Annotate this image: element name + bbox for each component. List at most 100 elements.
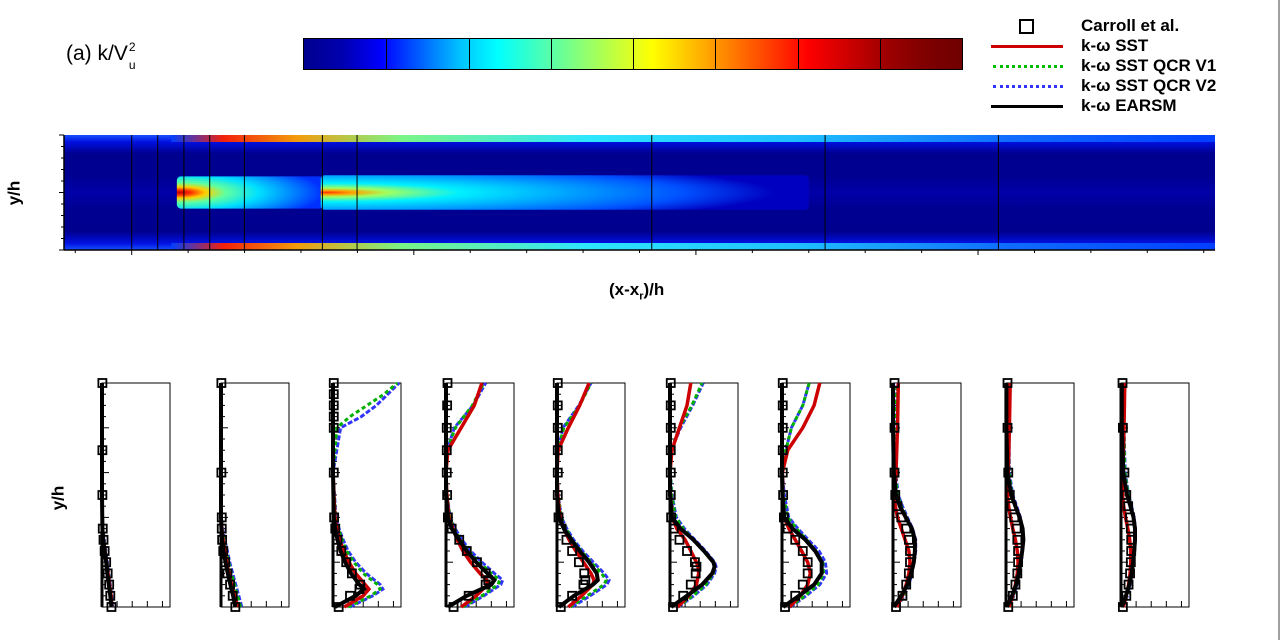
- legend-item: k-ω SST QCR V1: [985, 56, 1265, 76]
- carroll-marker: [461, 546, 472, 556]
- carroll-marker: [889, 378, 900, 388]
- legend-label: k-ω SST: [1081, 36, 1149, 55]
- carroll-marker: [454, 534, 465, 545]
- legend-item: k-ω SST: [985, 36, 1265, 56]
- carroll-marker: [905, 557, 915, 568]
- carroll-marker: [98, 534, 109, 545]
- qcr-v1-series: [331, 381, 399, 609]
- carroll-marker: [333, 602, 344, 612]
- profile-panel: [97, 378, 171, 612]
- carroll-marker: [782, 523, 793, 534]
- profile-panel: [328, 378, 402, 612]
- sst-series: [668, 382, 701, 609]
- carroll-marker: [1012, 534, 1023, 545]
- carroll-marker: [442, 512, 453, 523]
- carroll-marker: [1011, 523, 1022, 534]
- profile-panel: [552, 378, 626, 612]
- carroll-marker: [483, 575, 494, 586]
- carroll-marker: [1125, 512, 1135, 523]
- carroll-marker: [225, 579, 235, 590]
- contour-xlabel: (x-xr)/h: [609, 280, 664, 302]
- carroll-marker: [678, 590, 689, 601]
- panel-frame: [781, 382, 851, 608]
- title-superscript: 2: [128, 40, 136, 54]
- carroll-marker: [1012, 568, 1023, 579]
- carroll-marker: [1007, 590, 1018, 601]
- carroll-marker: [682, 546, 692, 556]
- legend-item: k-ω SST QCR V2: [985, 76, 1265, 96]
- carroll-marker: [1117, 602, 1128, 612]
- carroll-marker: [567, 546, 578, 556]
- carroll-marker: [802, 568, 813, 579]
- carroll-marker: [330, 523, 341, 534]
- carroll-marker: [690, 568, 701, 579]
- carroll-marker: [1003, 602, 1014, 612]
- contour-xlabel-main: (x-x: [609, 280, 640, 299]
- colorbar-divider: [468, 39, 470, 69]
- qcr-v1-series: [444, 382, 502, 609]
- carroll-marker: [901, 523, 912, 534]
- carroll-marker: [905, 546, 915, 556]
- jet-plume-1: [176, 176, 324, 209]
- colorbar: [303, 38, 963, 70]
- carroll-marker: [890, 490, 901, 500]
- contour-ylabel: y/h: [4, 180, 24, 206]
- carroll-marker: [1010, 579, 1021, 590]
- contour-xlabel-end: )/h: [643, 280, 665, 299]
- window-border: [1278, 0, 1280, 640]
- carroll-marker: [106, 602, 117, 612]
- profiles-ylabel: y/h: [48, 485, 68, 511]
- panel-frame: [101, 382, 171, 608]
- carroll-marker: [685, 579, 696, 590]
- carroll-marker: [446, 523, 457, 534]
- colorbar-divider: [879, 39, 881, 69]
- qcr-v2-series: [444, 382, 505, 609]
- carroll-marker: [346, 568, 357, 579]
- carroll-marker: [897, 590, 908, 601]
- carroll-marker: [355, 579, 366, 590]
- profile-panel: [1002, 378, 1075, 612]
- square-marker-icon: [1019, 19, 1034, 34]
- carroll-marker: [790, 590, 801, 601]
- carroll-marker: [463, 590, 474, 601]
- carroll-marker: [553, 512, 564, 523]
- carroll-marker: [102, 568, 113, 579]
- solid-line-icon: [991, 45, 1063, 48]
- legend-item: Carroll et al.: [985, 16, 1265, 36]
- carroll-marker: [1117, 378, 1128, 388]
- legend-label: k-ω SST QCR V2: [1081, 76, 1217, 95]
- carroll-marker: [674, 534, 685, 545]
- legend-item: k-ω EARSM: [985, 96, 1265, 116]
- carroll-marker: [230, 602, 241, 612]
- carroll-marker: [889, 422, 900, 433]
- carroll-marker: [336, 546, 347, 556]
- legend: Carroll et al. k-ω SST k-ω SST QCR V1 k-ω S…: [985, 16, 1265, 126]
- legend-label: Carroll et al.: [1081, 16, 1180, 35]
- carroll-marker: [1009, 512, 1020, 523]
- profile-panel: [665, 378, 739, 612]
- colorbar-divider: [550, 39, 552, 69]
- carroll-marker: [797, 546, 808, 556]
- carroll-marker: [889, 467, 900, 478]
- carroll-marker: [1002, 422, 1013, 433]
- upper-shear-layer: [171, 135, 1216, 142]
- carroll-marker: [1006, 501, 1017, 512]
- carroll-marker: [903, 568, 914, 579]
- carroll-marker: [1003, 467, 1014, 478]
- carroll-marker: [567, 590, 578, 601]
- carroll-marker: [345, 590, 355, 601]
- carroll-marker: [480, 568, 491, 579]
- profile-panel: [889, 378, 962, 612]
- panel-frame: [892, 382, 962, 608]
- carroll-marker: [218, 546, 229, 556]
- solid-line-icon: [991, 105, 1063, 108]
- carroll-marker: [227, 590, 238, 601]
- qcr-v1-series: [555, 382, 608, 609]
- carroll-marker: [1123, 501, 1134, 512]
- plot-title: (a) k/V 2 u: [66, 40, 138, 72]
- carroll-marker: [1002, 378, 1013, 388]
- carroll-marker: [1125, 557, 1136, 568]
- carroll-marker: [472, 557, 482, 568]
- carroll-marker: [448, 602, 459, 612]
- legend-label: k-ω EARSM: [1081, 96, 1177, 115]
